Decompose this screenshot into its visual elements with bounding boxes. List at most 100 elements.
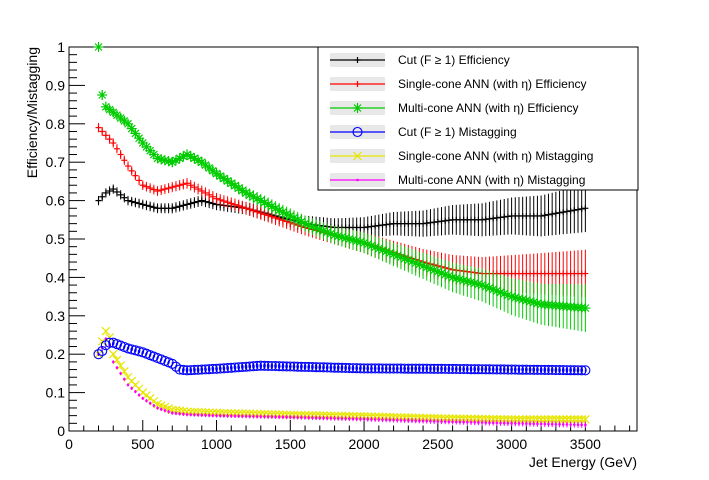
legend-marker [353,151,362,161]
data-point [381,418,384,421]
data-point [167,410,170,414]
series-5 [97,337,587,428]
data-point [314,416,318,420]
data-point [325,416,329,420]
data-point [571,207,578,214]
data-point [480,364,491,375]
data-point [226,362,237,373]
data-point [458,275,469,286]
data-point [318,362,329,373]
data-point [322,362,333,373]
data-point [248,415,252,418]
data-point [126,383,130,387]
data-point [126,344,137,355]
data-point [569,365,580,376]
x-tick-label: 1500 [275,436,306,452]
data-point [436,363,447,374]
data-point [123,377,126,381]
data-point [318,416,322,420]
data-point [582,270,589,277]
data-point [529,415,539,424]
data-point [303,361,314,373]
data-point [578,205,585,212]
data-point [193,364,204,375]
data-point [233,362,244,373]
data-point [440,420,443,423]
data-point [532,364,543,375]
data-point [447,363,458,374]
data-point [580,423,583,427]
data-point [172,183,179,190]
data-point [502,364,513,375]
data-point [110,140,117,146]
legend-entry: Multi-cone ANN (with η) Efficiency [330,101,579,115]
data-point [580,303,591,314]
data-point [540,415,550,424]
data-point [556,209,563,216]
data-point [268,213,275,220]
data-point [518,415,528,424]
data-point [191,199,198,206]
y-tick-label: 0.8 [46,116,66,132]
data-point [348,417,351,421]
data-point [233,414,237,418]
data-point [292,415,296,419]
data-point [477,364,488,375]
data-point [502,421,506,425]
data-point [311,416,314,420]
data-point [499,414,509,424]
data-point [134,390,137,393]
data-point [392,418,395,422]
data-point [174,412,178,415]
data-point [569,415,579,424]
data-point [174,364,185,375]
data-point [403,419,406,422]
x-axis-ticks: 0 500 1000 1500 2000 2500 3000 3500 [65,420,631,452]
data-point [172,204,179,211]
data-point [458,364,469,375]
data-point [200,413,204,417]
data-point [108,349,118,359]
data-point [547,422,550,426]
data-point [561,423,565,426]
data-point [563,208,570,215]
data-point [552,210,559,217]
data-point [528,422,532,426]
data-point [555,415,564,424]
legend: Cut (F ≥ 1) Efficiency Single-cone ANN (w… [317,46,639,191]
data-point [485,414,494,424]
data-point [550,364,561,376]
data-point [466,420,469,424]
data-point [421,419,425,423]
data-point [451,363,462,375]
data-point [176,182,183,189]
data-point [377,363,388,374]
data-point [558,423,561,426]
data-point [410,363,421,374]
data-point [261,211,268,218]
y-tick-label: 0.1 [46,385,66,401]
data-point [395,418,399,422]
data-point [477,421,480,424]
data-point [362,363,373,374]
data-point [314,362,325,373]
data-point [141,397,145,400]
data-point [231,201,238,208]
data-point [222,362,233,374]
data-point [263,360,274,371]
data-point [366,417,370,421]
data-point [132,199,139,206]
data-point [547,415,557,424]
x-tick-label: 3500 [570,436,601,452]
data-point [252,415,255,418]
legend-marker [352,126,363,138]
data-point [496,414,505,424]
x-tick-label: 3000 [496,436,527,452]
data-point [561,365,572,376]
data-point [584,423,587,427]
data-point [440,363,451,374]
data-point [130,345,141,356]
data-point [265,212,272,219]
data-point [562,415,572,424]
data-point [576,365,587,376]
